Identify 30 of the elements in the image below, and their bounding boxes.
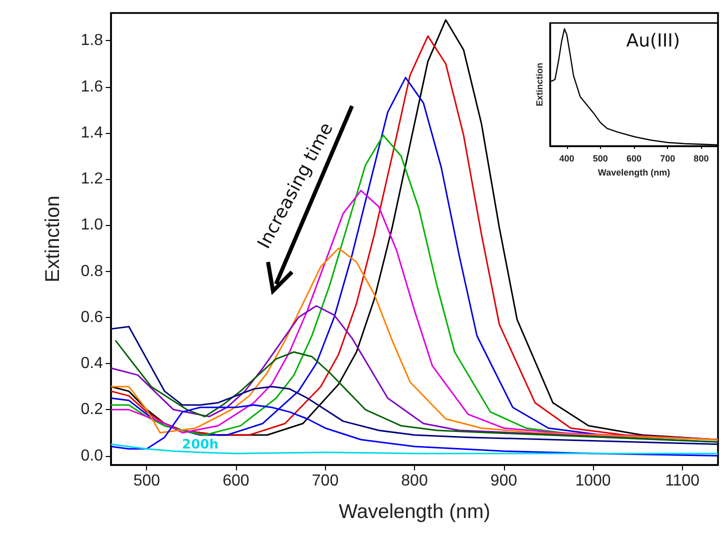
y-tick-label: 0.8	[80, 262, 104, 280]
y-tick-label: 0.4	[80, 355, 104, 372]
series-label: 200h	[182, 437, 218, 452]
y-tick-label: 0.2	[80, 401, 104, 418]
x-axis-title: Wavelength (nm)	[338, 500, 490, 523]
x-tick-label: 500	[133, 472, 160, 490]
x-tick-label: 600	[626, 154, 642, 164]
y-tick-label: 1.4	[80, 124, 104, 142]
x-tick-label: 700	[660, 154, 676, 164]
x-tick-label: 400	[559, 154, 574, 164]
line-series	[110, 404, 719, 457]
y-tick-label: 0.6	[80, 308, 104, 326]
x-tick-label: 800	[694, 154, 709, 164]
x-tick-label: 600	[222, 472, 250, 490]
annotation: Au(III)	[626, 30, 680, 52]
x-tick-label: 900	[490, 472, 518, 490]
x-axis-title: Wavelength (nm)	[598, 167, 670, 178]
y-tick-label: 0.0	[80, 447, 104, 464]
x-tick-label: 1000	[575, 472, 611, 490]
y-tick-label: 1.6	[80, 78, 104, 96]
line-series	[110, 247, 719, 440]
x-tick-label: 500	[592, 154, 608, 164]
x-tick-label: 1100	[665, 472, 700, 490]
y-tick-label: 1.2	[80, 170, 104, 188]
y-axis-title: Extinction	[534, 62, 544, 106]
y-axis-title: Extinction	[42, 196, 64, 282]
y-tick-label: 1.0	[80, 216, 104, 234]
x-tick-label: 700	[312, 472, 339, 490]
x-tick-label: 800	[401, 472, 428, 490]
y-tick-label: 1.8	[80, 32, 104, 50]
